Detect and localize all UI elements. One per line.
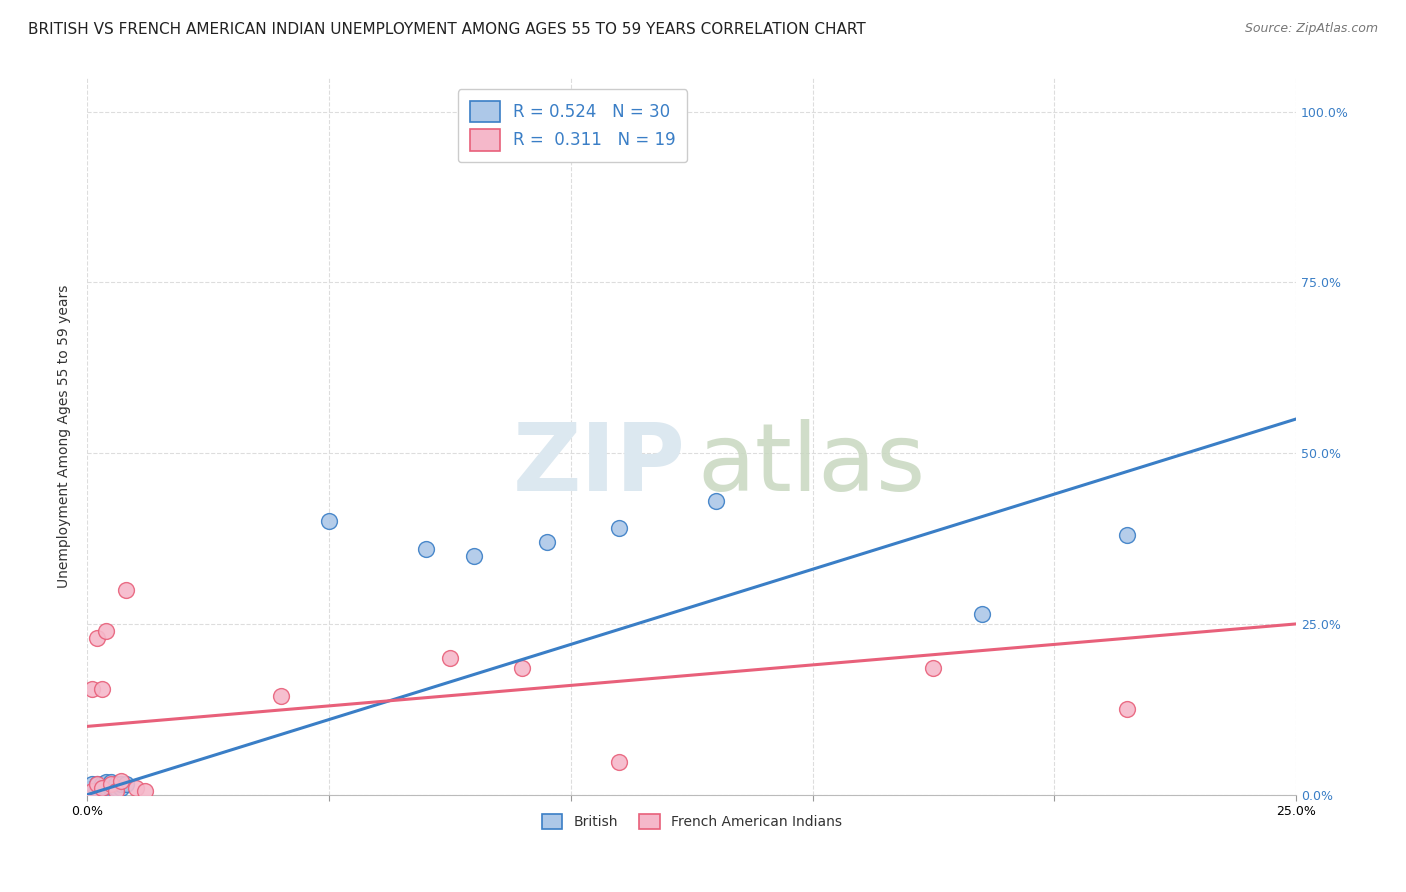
- Point: [90, 784, 112, 798]
- Point: [1115, 702, 1137, 716]
- Point: [270, 689, 292, 703]
- Point: [110, 774, 132, 789]
- Point: [607, 521, 630, 535]
- Point: [439, 651, 461, 665]
- Point: [512, 661, 534, 675]
- Point: [96, 782, 118, 797]
- Point: [86, 784, 108, 798]
- Point: [86, 777, 108, 791]
- Y-axis label: Unemployment Among Ages 55 to 59 years: Unemployment Among Ages 55 to 59 years: [58, 285, 72, 588]
- Point: [607, 755, 630, 769]
- Text: Source: ZipAtlas.com: Source: ZipAtlas.com: [1244, 22, 1378, 36]
- Text: BRITISH VS FRENCH AMERICAN INDIAN UNEMPLOYMENT AMONG AGES 55 TO 59 YEARS CORRELA: BRITISH VS FRENCH AMERICAN INDIAN UNEMPL…: [28, 22, 866, 37]
- Point: [80, 777, 103, 791]
- Point: [318, 515, 340, 529]
- Point: [704, 494, 727, 508]
- Point: [86, 631, 108, 645]
- Point: [536, 535, 558, 549]
- Point: [80, 784, 103, 798]
- Point: [90, 681, 112, 696]
- Point: [115, 582, 138, 597]
- Point: [100, 775, 122, 789]
- Point: [110, 780, 132, 795]
- Point: [86, 777, 108, 791]
- Point: [124, 780, 146, 795]
- Point: [1115, 528, 1137, 542]
- Text: atlas: atlas: [697, 418, 927, 511]
- Point: [100, 782, 122, 797]
- Point: [80, 780, 103, 795]
- Point: [100, 777, 122, 791]
- Point: [96, 780, 118, 794]
- Point: [86, 782, 108, 797]
- Point: [80, 681, 103, 696]
- Point: [96, 775, 118, 789]
- Point: [134, 784, 156, 798]
- Point: [105, 780, 128, 795]
- Legend: British, French American Indians: British, French American Indians: [536, 808, 848, 834]
- Point: [463, 549, 485, 563]
- Point: [115, 777, 138, 791]
- Point: [90, 777, 112, 791]
- Point: [970, 607, 993, 621]
- Point: [415, 541, 437, 556]
- Point: [922, 661, 945, 675]
- Point: [90, 780, 112, 794]
- Point: [105, 777, 128, 791]
- Point: [90, 780, 112, 795]
- Point: [80, 784, 103, 798]
- Point: [105, 784, 128, 798]
- Point: [86, 780, 108, 795]
- Point: [100, 780, 122, 794]
- Text: ZIP: ZIP: [513, 418, 686, 511]
- Point: [90, 782, 112, 797]
- Point: [96, 624, 118, 638]
- Point: [110, 777, 132, 791]
